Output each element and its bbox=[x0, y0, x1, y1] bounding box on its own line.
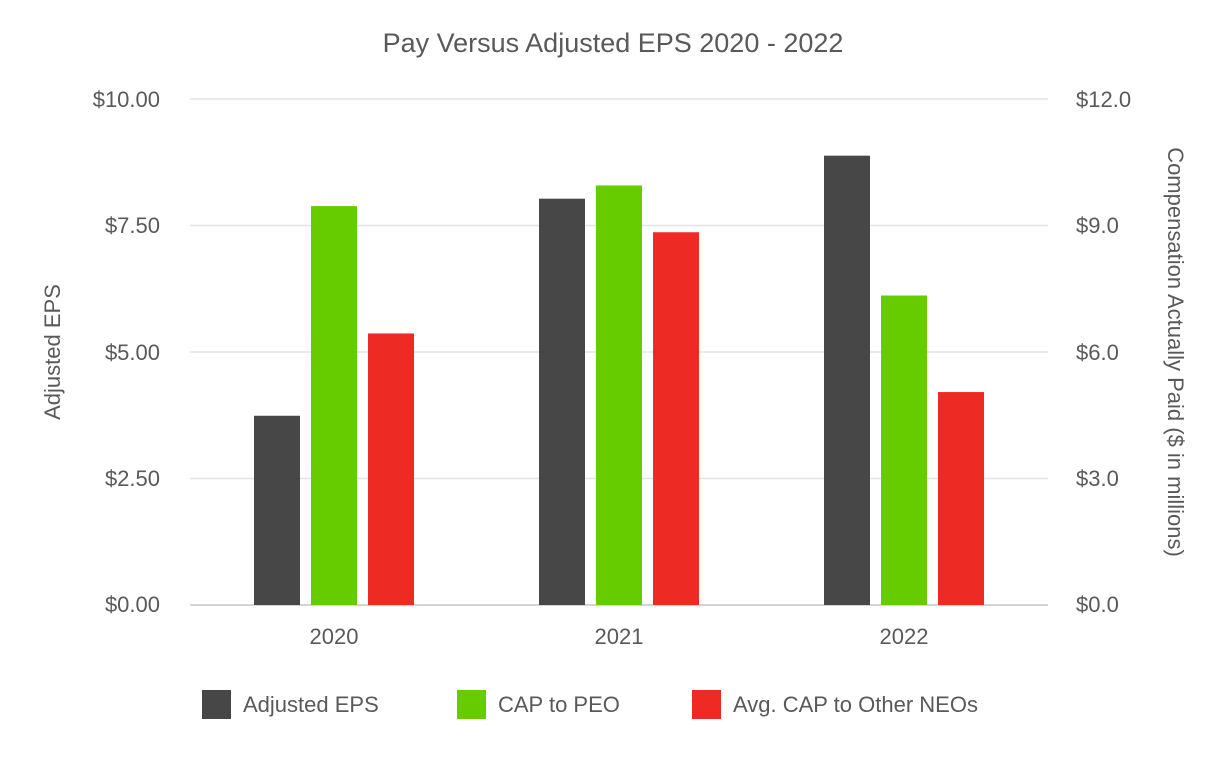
y2-tick-label: $0.0 bbox=[1076, 592, 1119, 617]
left-axis: $0.00 $2.50 $5.00 $7.50 $10.00 Adjusted … bbox=[40, 87, 160, 617]
x-tick-label: 2020 bbox=[310, 624, 359, 649]
chart-title: Pay Versus Adjusted EPS 2020 - 2022 bbox=[383, 28, 844, 58]
legend-swatch bbox=[457, 690, 486, 719]
bar-adjusted-eps-2020[interactable] bbox=[254, 415, 300, 605]
legend-item[interactable]: Avg. CAP to Other NEOs bbox=[692, 690, 978, 719]
y2-tick-label: $12.0 bbox=[1076, 87, 1131, 112]
x-tick-label: 2022 bbox=[880, 624, 929, 649]
y-tick-label: $5.00 bbox=[105, 340, 160, 365]
legend-swatch bbox=[202, 690, 231, 719]
legend-label: Adjusted EPS bbox=[243, 692, 379, 717]
legend-swatch bbox=[692, 690, 721, 719]
bar-avg-cap-to-other-neos-2020[interactable] bbox=[368, 333, 414, 605]
bar-adjusted-eps-2021[interactable] bbox=[539, 198, 585, 605]
y-tick-label: $7.50 bbox=[105, 213, 160, 238]
legend-label: Avg. CAP to Other NEOs bbox=[733, 692, 978, 717]
y2-tick-label: $6.0 bbox=[1076, 340, 1119, 365]
y-tick-label: $0.00 bbox=[105, 592, 160, 617]
y-tick-label: $10.00 bbox=[93, 87, 160, 112]
x-tick-label: 2021 bbox=[595, 624, 644, 649]
bar-cap-to-peo-2020[interactable] bbox=[311, 206, 357, 605]
legend-item[interactable]: Adjusted EPS bbox=[202, 690, 379, 719]
bar-cap-to-peo-2022[interactable] bbox=[881, 295, 927, 605]
bar-avg-cap-to-other-neos-2022[interactable] bbox=[938, 392, 984, 605]
y-tick-label: $2.50 bbox=[105, 466, 160, 491]
legend: Adjusted EPS CAP to PEO Avg. CAP to Othe… bbox=[202, 690, 978, 719]
right-axis: $0.0 $3.0 $6.0 $9.0 $12.0 Compensation A… bbox=[1076, 87, 1188, 617]
bars bbox=[254, 155, 984, 606]
legend-label: CAP to PEO bbox=[498, 692, 620, 717]
bar-avg-cap-to-other-neos-2021[interactable] bbox=[653, 232, 699, 605]
y2-tick-label: $3.0 bbox=[1076, 466, 1119, 491]
y2-axis-title: Compensation Actually Paid ($ in million… bbox=[1163, 147, 1188, 557]
bar-adjusted-eps-2022[interactable] bbox=[824, 155, 870, 605]
bar-cap-to-peo-2021[interactable] bbox=[596, 185, 642, 606]
x-axis: 2020 2021 2022 bbox=[310, 624, 929, 649]
y-axis-title: Adjusted EPS bbox=[40, 284, 65, 420]
legend-item[interactable]: CAP to PEO bbox=[457, 690, 620, 719]
y2-tick-label: $9.0 bbox=[1076, 213, 1119, 238]
